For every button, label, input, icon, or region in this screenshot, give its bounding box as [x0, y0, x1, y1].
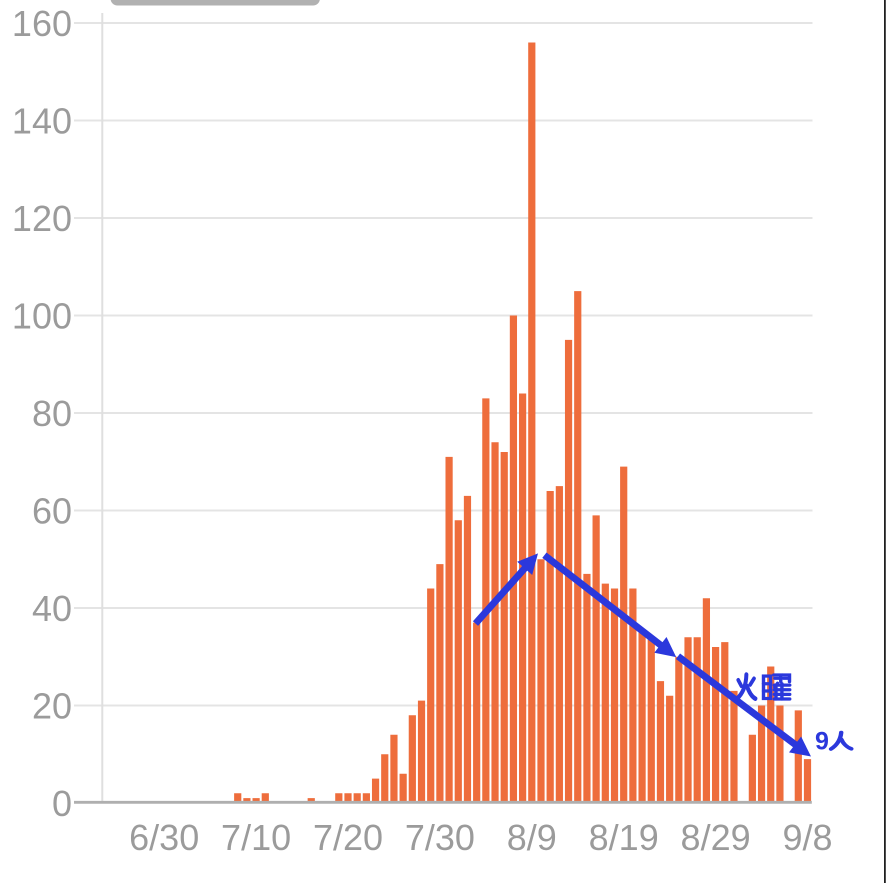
svg-text:140: 140 — [12, 100, 72, 141]
svg-text:0: 0 — [52, 783, 72, 824]
svg-text:120: 120 — [12, 198, 72, 239]
svg-text:8/19: 8/19 — [589, 817, 659, 858]
svg-text:6/30: 6/30 — [129, 817, 199, 858]
svg-text:9: 9 — [815, 728, 829, 756]
svg-text:20: 20 — [32, 685, 72, 726]
svg-text:100: 100 — [12, 295, 72, 336]
svg-text:160: 160 — [12, 3, 72, 44]
svg-text:40: 40 — [32, 588, 72, 629]
svg-text:8/9: 8/9 — [507, 817, 557, 858]
svg-text:7/30: 7/30 — [405, 817, 475, 858]
svg-text:60: 60 — [32, 490, 72, 531]
svg-text:8/29: 8/29 — [681, 817, 751, 858]
svg-text:80: 80 — [32, 393, 72, 434]
svg-text:7/20: 7/20 — [313, 817, 383, 858]
svg-text:7/10: 7/10 — [221, 817, 291, 858]
svg-text:9/8: 9/8 — [782, 817, 832, 858]
